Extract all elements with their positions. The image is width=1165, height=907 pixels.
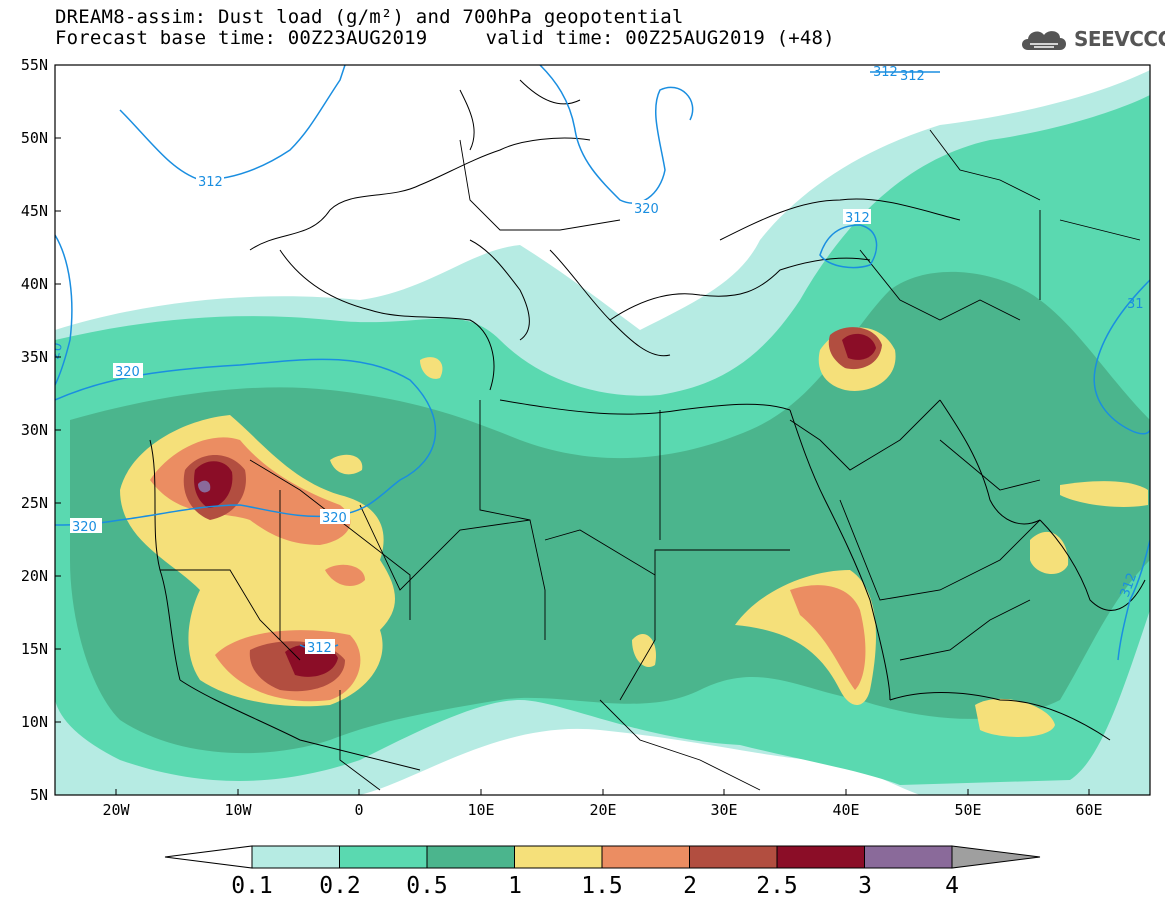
colorbar-swatch xyxy=(426,845,515,869)
lon-tick-label: 0 xyxy=(354,801,363,819)
map-area: 312 312 312 320 312 320 320 320 312 312 … xyxy=(47,65,1150,795)
colorbar-under-triangle xyxy=(164,845,253,869)
coastlines xyxy=(149,79,1146,771)
colorbar-swatch xyxy=(339,845,428,869)
colorbar-label: 0.2 xyxy=(319,873,361,899)
chart-subtitle: Forecast base time: 00Z23AUG2019 valid t… xyxy=(55,27,835,49)
colorbar-swatch xyxy=(689,845,778,869)
lat-tick-label: 25N xyxy=(21,494,48,512)
colorbar-label: 2.5 xyxy=(756,873,798,899)
logo-text: SEEVCCC xyxy=(1074,27,1165,51)
lon-tick-label: 10W xyxy=(224,801,252,819)
longitude-axis: 20W 10W 0 10E 20E 30E 40E 50E 60E xyxy=(102,789,1103,819)
lat-tick-label: 30N xyxy=(21,421,48,439)
colorbar-swatch xyxy=(601,845,690,869)
contour-label: 312 xyxy=(307,641,332,656)
contour-label: 320 xyxy=(322,511,347,526)
contour-label: 320 xyxy=(72,520,97,535)
geopotential-contours xyxy=(55,65,1150,661)
lat-tick-label: 35N xyxy=(21,348,48,366)
colorbar-label: 2 xyxy=(683,873,697,899)
cloud-logo-icon xyxy=(1022,31,1066,50)
colorbar-swatch xyxy=(776,845,865,869)
lat-tick-label: 55N xyxy=(21,56,48,74)
country-borders xyxy=(160,129,1141,791)
lat-tick-label: 50N xyxy=(21,129,48,147)
colorbar: 0.1 0.2 0.5 1 1.5 2 2.5 3 4 xyxy=(164,845,1041,899)
contour-label: 312 xyxy=(900,69,925,84)
colorbar-label: 4 xyxy=(945,873,959,899)
colorbar-swatch xyxy=(514,845,603,869)
seevccc-logo: SEEVCCC xyxy=(1018,22,1165,56)
lon-tick-label: 30E xyxy=(710,801,737,819)
contour-label: 312 xyxy=(198,175,223,190)
contour-label: 320 xyxy=(115,365,140,380)
colorbar-label: 0.5 xyxy=(406,873,448,899)
colorbar-swatch xyxy=(251,845,340,869)
lon-tick-label: 20E xyxy=(589,801,616,819)
lat-tick-label: 45N xyxy=(21,202,48,220)
contour-label: 312 xyxy=(873,65,898,80)
contour-label: 320 xyxy=(634,202,659,217)
contour-labels: 312 312 312 320 312 320 320 320 312 312 … xyxy=(47,65,1144,656)
colorbar-label: 3 xyxy=(858,873,872,899)
colorbar-label: 1.5 xyxy=(581,873,623,899)
contour-label: 20 xyxy=(47,341,66,361)
chart-title: DREAM8-assim: Dust load (g/m²) and 700hP… xyxy=(55,6,684,28)
colorbar-swatch xyxy=(864,845,953,869)
contour-label: 312 xyxy=(845,211,870,226)
lat-tick-label: 5N xyxy=(30,786,48,804)
lon-tick-label: 10E xyxy=(467,801,494,819)
lon-tick-label: 50E xyxy=(954,801,981,819)
lat-tick-label: 15N xyxy=(21,640,48,658)
lon-tick-label: 40E xyxy=(832,801,859,819)
lat-tick-label: 40N xyxy=(21,275,48,293)
lon-tick-label: 60E xyxy=(1075,801,1102,819)
colorbar-label: 0.1 xyxy=(231,873,273,899)
lat-tick-label: 20N xyxy=(21,567,48,585)
colorbar-label: 1 xyxy=(508,873,522,899)
colorbar-over-triangle xyxy=(951,845,1041,869)
lat-tick-label: 10N xyxy=(21,713,48,731)
contour-label: 31 xyxy=(1127,297,1144,312)
latitude-axis: 55N 50N 45N 40N 35N 30N 25N 20N 15N 10N … xyxy=(21,56,61,804)
lon-tick-label: 20W xyxy=(102,801,130,819)
